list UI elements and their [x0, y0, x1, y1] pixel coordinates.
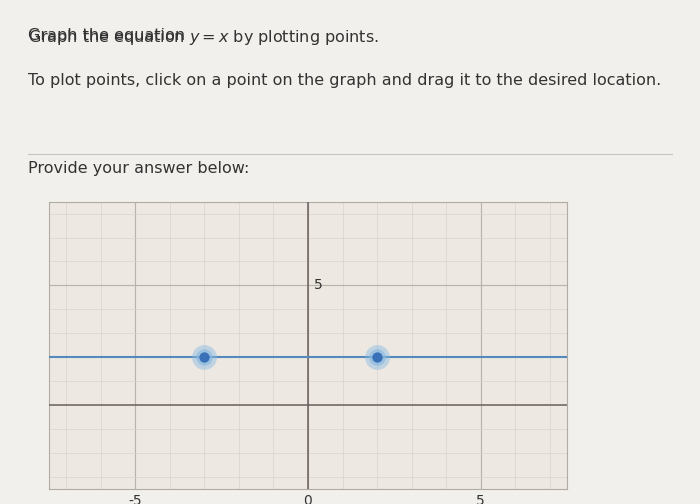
Point [199, 353, 210, 361]
Point [199, 353, 210, 361]
Point [372, 353, 383, 361]
Text: To plot points, click on a point on the graph and drag it to the desired locatio: To plot points, click on a point on the … [28, 73, 661, 88]
Text: 5: 5 [314, 278, 323, 292]
Text: Graph the equation: Graph the equation [28, 28, 190, 43]
Text: Graph the equation $y = x$ by plotting points.: Graph the equation $y = x$ by plotting p… [28, 28, 379, 47]
Point [372, 353, 383, 361]
Point [372, 353, 383, 361]
Point [199, 353, 210, 361]
Text: Provide your answer below:: Provide your answer below: [28, 161, 249, 176]
